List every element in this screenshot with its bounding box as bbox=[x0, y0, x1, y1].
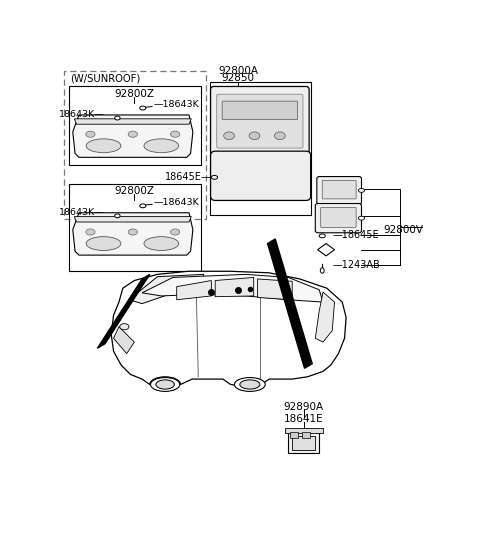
FancyBboxPatch shape bbox=[322, 180, 356, 199]
Text: 92800Z: 92800Z bbox=[114, 89, 155, 99]
Ellipse shape bbox=[359, 216, 365, 220]
Bar bbox=[288, 431, 319, 453]
Ellipse shape bbox=[128, 131, 137, 137]
Ellipse shape bbox=[86, 229, 95, 235]
Polygon shape bbox=[267, 239, 312, 368]
Ellipse shape bbox=[240, 380, 260, 389]
FancyBboxPatch shape bbox=[321, 207, 356, 227]
Ellipse shape bbox=[156, 380, 174, 389]
Polygon shape bbox=[315, 292, 335, 342]
Text: —1243AB: —1243AB bbox=[332, 260, 380, 270]
Text: (W/SUNROOF): (W/SUNROOF) bbox=[71, 74, 141, 84]
Ellipse shape bbox=[249, 132, 260, 140]
Ellipse shape bbox=[234, 378, 265, 391]
Polygon shape bbox=[73, 115, 193, 157]
Bar bbox=[292, 436, 315, 450]
FancyBboxPatch shape bbox=[211, 151, 311, 200]
Ellipse shape bbox=[144, 139, 179, 153]
Text: 92850: 92850 bbox=[222, 73, 255, 83]
FancyBboxPatch shape bbox=[222, 101, 298, 120]
Ellipse shape bbox=[86, 236, 121, 250]
Text: 18643K—: 18643K— bbox=[59, 110, 104, 120]
Text: —18643K: —18643K bbox=[154, 101, 199, 109]
Text: 92890A: 92890A bbox=[284, 402, 324, 412]
Ellipse shape bbox=[170, 229, 180, 235]
Ellipse shape bbox=[140, 106, 146, 110]
FancyBboxPatch shape bbox=[315, 203, 361, 233]
Polygon shape bbox=[215, 278, 254, 296]
Ellipse shape bbox=[320, 268, 324, 273]
Polygon shape bbox=[73, 213, 193, 255]
Polygon shape bbox=[111, 271, 346, 387]
Polygon shape bbox=[177, 281, 211, 300]
Polygon shape bbox=[258, 279, 292, 300]
Bar bbox=[69, 87, 201, 165]
Text: 92800V: 92800V bbox=[383, 226, 423, 235]
Text: 18643K—: 18643K— bbox=[59, 208, 104, 217]
Ellipse shape bbox=[140, 204, 146, 208]
Bar bbox=[285, 428, 323, 433]
FancyBboxPatch shape bbox=[217, 94, 303, 148]
Ellipse shape bbox=[170, 131, 180, 137]
Polygon shape bbox=[97, 274, 150, 348]
Polygon shape bbox=[318, 243, 335, 256]
Ellipse shape bbox=[86, 131, 95, 137]
Polygon shape bbox=[142, 274, 323, 302]
Ellipse shape bbox=[144, 236, 179, 250]
Text: —18645E: —18645E bbox=[332, 230, 379, 240]
Bar bbox=[210, 82, 312, 215]
Polygon shape bbox=[114, 327, 134, 354]
FancyBboxPatch shape bbox=[211, 87, 309, 154]
FancyBboxPatch shape bbox=[317, 176, 361, 204]
Text: —18643K: —18643K bbox=[154, 198, 199, 207]
Text: 92800Z: 92800Z bbox=[114, 186, 155, 196]
Bar bbox=[69, 184, 201, 271]
Ellipse shape bbox=[86, 139, 121, 153]
Ellipse shape bbox=[151, 378, 180, 391]
Text: 18641E: 18641E bbox=[284, 414, 324, 424]
Polygon shape bbox=[129, 274, 204, 304]
Ellipse shape bbox=[115, 214, 120, 218]
Ellipse shape bbox=[120, 324, 129, 330]
Bar bbox=[302, 432, 310, 438]
Bar bbox=[63, 71, 206, 219]
Ellipse shape bbox=[275, 132, 285, 140]
Ellipse shape bbox=[211, 175, 217, 179]
Ellipse shape bbox=[115, 116, 120, 120]
Polygon shape bbox=[74, 216, 192, 222]
Ellipse shape bbox=[224, 132, 234, 140]
Text: 18645E—: 18645E— bbox=[165, 171, 211, 182]
Polygon shape bbox=[74, 119, 192, 124]
Ellipse shape bbox=[128, 229, 137, 235]
Ellipse shape bbox=[319, 234, 325, 238]
Ellipse shape bbox=[359, 188, 365, 193]
Bar bbox=[290, 432, 298, 438]
Text: 92800A: 92800A bbox=[218, 66, 258, 76]
